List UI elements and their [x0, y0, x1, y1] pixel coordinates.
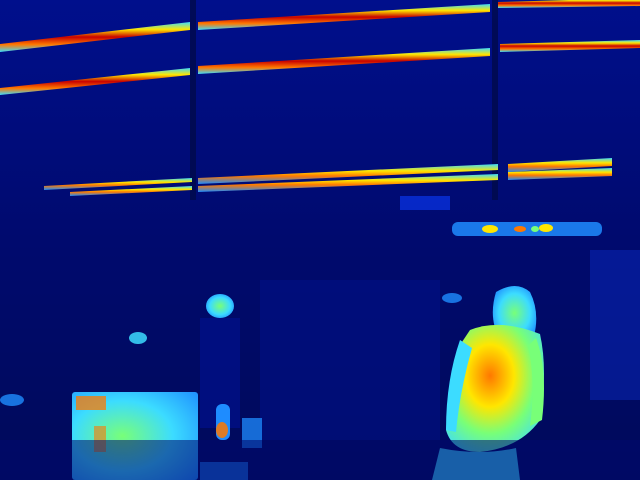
person-head: [206, 294, 234, 318]
person-left-arm: [446, 340, 472, 432]
person-torso: [446, 324, 544, 452]
distant-light-bar: [452, 222, 602, 236]
person-right-arm: [528, 338, 544, 426]
ceiling-light-row-second: [0, 40, 640, 95]
monitor-hot-edge: [76, 396, 106, 410]
ceiling-light-row-middle: [44, 158, 612, 196]
heat-speck: [442, 293, 462, 303]
distant-light-spots: [482, 224, 553, 233]
ceiling-beam: [492, 0, 498, 200]
distant-panel: [400, 196, 450, 210]
heat-speck: [129, 332, 147, 344]
ceiling-beam: [190, 0, 196, 200]
background-person: [200, 294, 240, 440]
floor-area: [0, 440, 640, 480]
person-hand: [216, 422, 228, 438]
ceiling-light-row-top: [0, 0, 640, 52]
back-wall-structure: [260, 280, 440, 440]
heat-speck: [0, 394, 24, 406]
right-wall-panel: [590, 250, 640, 400]
